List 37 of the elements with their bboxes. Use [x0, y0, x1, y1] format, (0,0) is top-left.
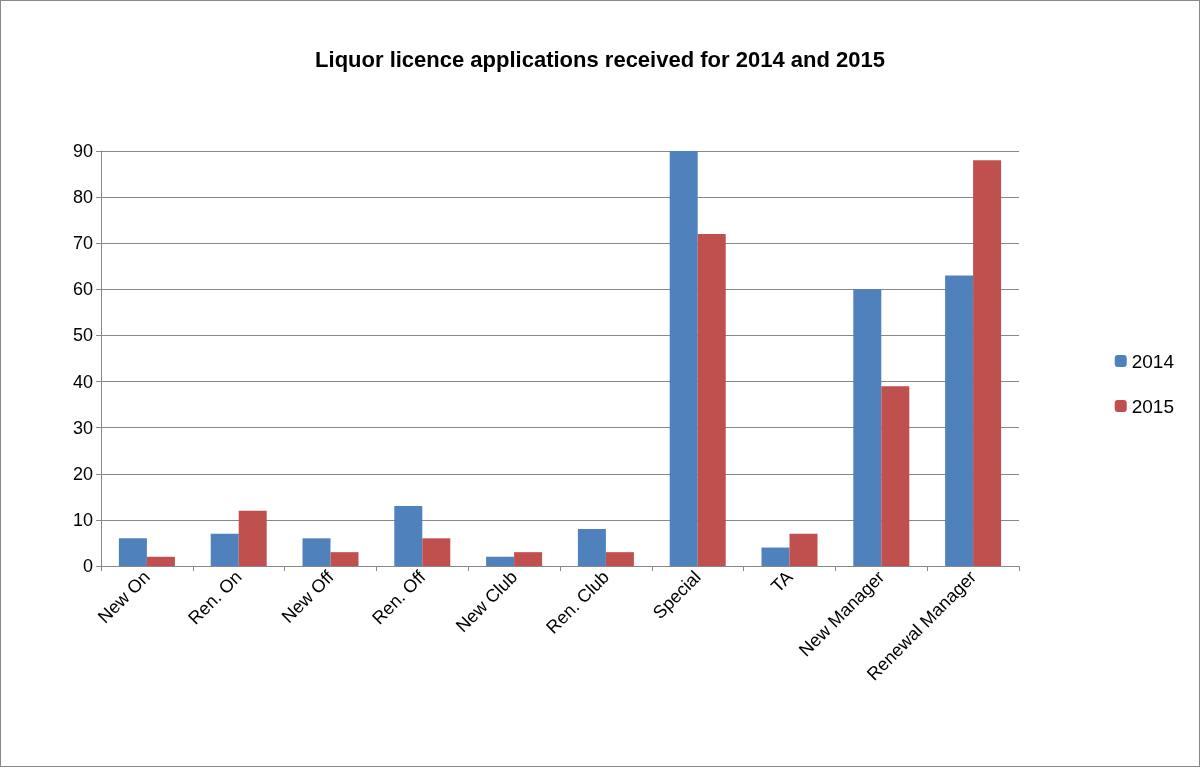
- bar: [761, 547, 790, 566]
- bar: [146, 556, 175, 566]
- bar: [486, 556, 515, 566]
- bar: [973, 160, 1002, 566]
- y-tick-label: 50: [72, 325, 93, 346]
- bar: [881, 386, 910, 566]
- bar: [302, 538, 331, 566]
- bar: [118, 538, 147, 566]
- legend-label: 2014: [1131, 350, 1175, 372]
- x-tick-label: Ren. On: [184, 566, 246, 629]
- y-tick-label: 20: [72, 463, 93, 484]
- y-tick-label: 90: [72, 141, 93, 161]
- x-tick-label: Ren. Club: [542, 566, 613, 638]
- y-tick-label: 70: [72, 233, 93, 254]
- bar: [789, 533, 818, 566]
- bar: [422, 538, 451, 566]
- x-tick-label: TA: [767, 566, 797, 597]
- bar: [605, 552, 634, 566]
- bar: [238, 510, 267, 566]
- bar: [697, 234, 726, 566]
- y-tick-label: 30: [72, 417, 93, 438]
- bar: [210, 533, 239, 566]
- y-tick-label: 40: [72, 371, 93, 392]
- bar: [945, 275, 974, 566]
- bar: [394, 506, 423, 566]
- x-tick-label: Ren. Off: [368, 566, 431, 629]
- legend-label: 2015: [1131, 395, 1175, 417]
- bar: [577, 529, 606, 566]
- bar: [669, 151, 698, 566]
- chart-title: Liquor licence applications received for 2014 and 2015: [315, 46, 885, 72]
- bar: [853, 289, 882, 566]
- bar: [514, 552, 543, 566]
- y-tick-label: 60: [72, 279, 93, 300]
- bar: [330, 552, 359, 566]
- y-tick-label: 80: [72, 187, 93, 208]
- y-tick-label: 0: [82, 556, 93, 576]
- y-tick-label: 10: [72, 509, 93, 530]
